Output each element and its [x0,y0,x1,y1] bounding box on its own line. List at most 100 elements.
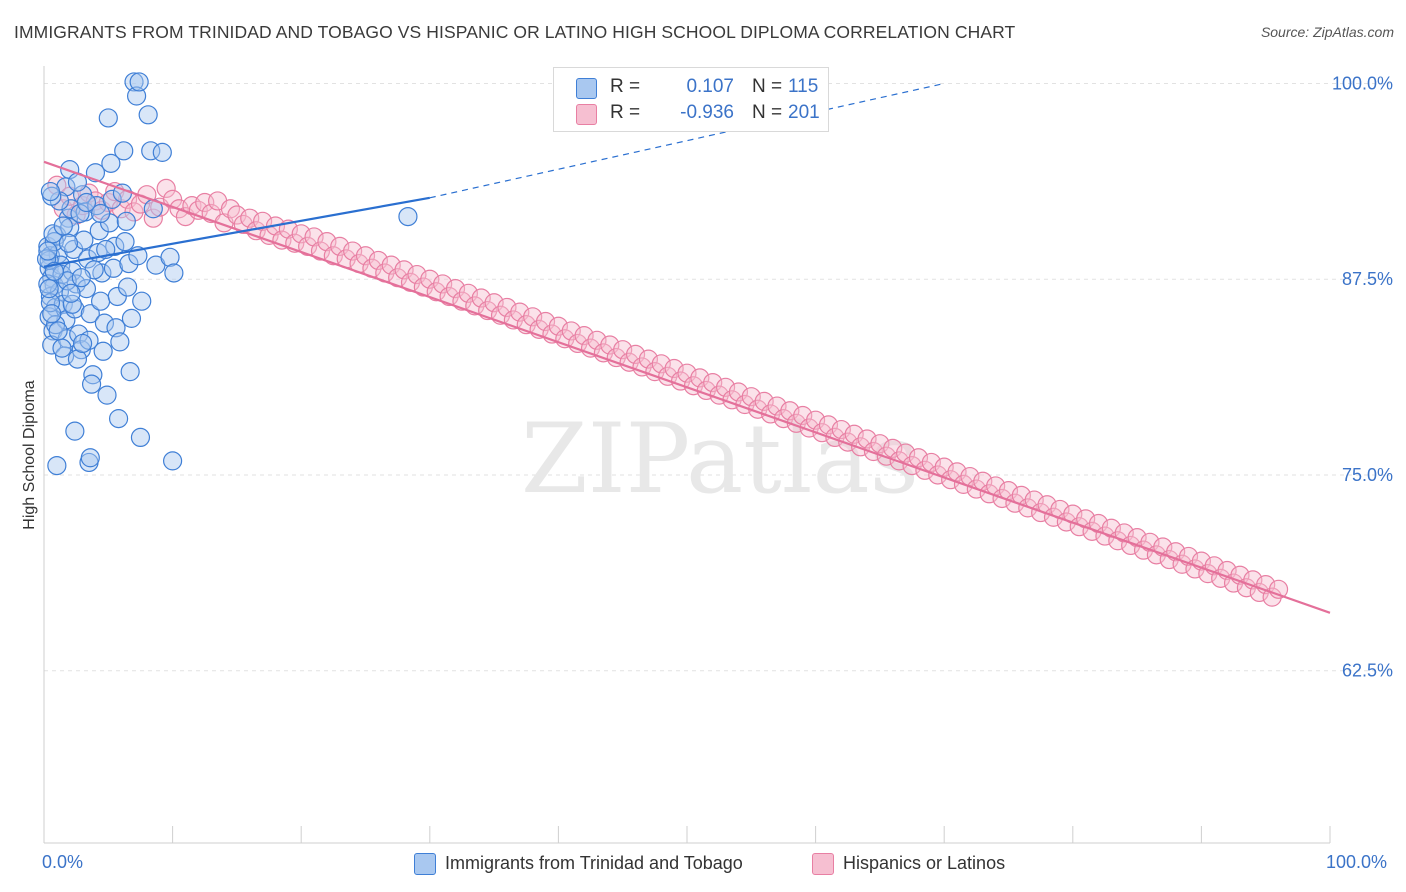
data-point [1031,502,1051,523]
data-point [1249,582,1269,603]
data-point [883,438,903,458]
grid-lines [44,82,1390,672]
data-point [908,448,929,468]
data-point [1056,512,1076,532]
data-point [600,335,620,355]
data-point [857,429,877,449]
data-point [523,307,543,327]
data-point [47,455,67,476]
data-point [69,324,89,344]
data-point [870,434,890,454]
data-point [818,415,839,435]
data-point [156,178,176,199]
data-point [413,277,433,297]
data-point [638,349,659,369]
data-point [65,421,85,441]
data-point [106,318,126,338]
stats-box: R = 0.107 N = 115 R = -0.936 N = 201 [553,67,829,132]
pink-trend-line [43,160,1331,614]
data-point [896,443,916,463]
n-label: N = [752,76,783,97]
data-point [355,246,376,266]
data-point [484,293,504,313]
data-point [445,279,466,299]
x-tick-label-min: 0.0% [42,852,84,872]
data-point [110,332,130,352]
data-point [120,362,140,382]
data-point [619,352,639,372]
data-point [664,358,684,379]
data-point [426,282,446,302]
data-point [831,419,851,440]
data-point [114,141,134,161]
data-point [44,232,64,252]
data-point [56,177,76,197]
data-point [130,427,151,448]
data-point [1140,532,1160,552]
data-point [138,105,158,125]
data-point [42,304,62,324]
r-value: 0.107 [686,76,734,97]
data-point [124,72,144,92]
data-point [89,221,109,241]
data-point [715,377,736,397]
n-value: 115 [788,76,819,97]
watermark: ZIPatlas [521,403,919,515]
data-point [394,260,414,280]
data-point [58,233,79,253]
data-point [108,409,129,429]
data-point [728,382,749,402]
data-point [160,247,180,267]
data-point [116,211,136,231]
legend-label: Hispanics or Latinos [843,853,1006,873]
n-value: 201 [788,102,820,123]
r-label: R = [610,102,641,123]
data-point [651,354,671,374]
data-point [420,269,440,289]
legend-label: Immigrants from Trinidad and Tobago [445,853,743,873]
data-point [458,283,478,303]
x-tick-label-max: 100.0% [1326,852,1388,872]
data-point [343,241,363,261]
y-tick-label: 87.5% [1342,269,1393,289]
data-point [71,268,91,288]
data-point [368,250,388,271]
data-point [76,192,97,213]
data-point [625,344,646,365]
data-point [132,291,152,311]
legend-swatch-blue [414,853,436,875]
data-point [90,203,111,224]
data-point [72,333,93,354]
data-point [398,207,418,227]
data-point [52,338,72,358]
data-point [76,279,97,299]
blue-trend-line [43,196,430,268]
data-point [129,72,149,92]
data-point [44,261,64,282]
data-point [934,457,954,477]
data-point [587,330,607,350]
data-point [117,277,138,297]
data-point [39,307,59,327]
data-point [330,236,350,256]
data-point [304,227,324,247]
data-point [838,432,858,452]
data-point [793,405,813,426]
data-point [439,286,459,307]
data-point [74,230,94,250]
data-point [780,401,800,421]
data-point [703,372,723,393]
data-point [92,263,112,283]
data-point [98,108,118,128]
data-point [164,263,184,283]
data-point [60,217,80,238]
data-point [407,264,427,285]
data-point [825,427,845,448]
data-point [535,311,556,332]
data-point [102,189,122,209]
y-tick-label: 100.0% [1332,73,1393,93]
data-point [93,341,113,361]
data-point [632,357,652,377]
data-point [94,313,115,333]
data-point [921,452,941,473]
